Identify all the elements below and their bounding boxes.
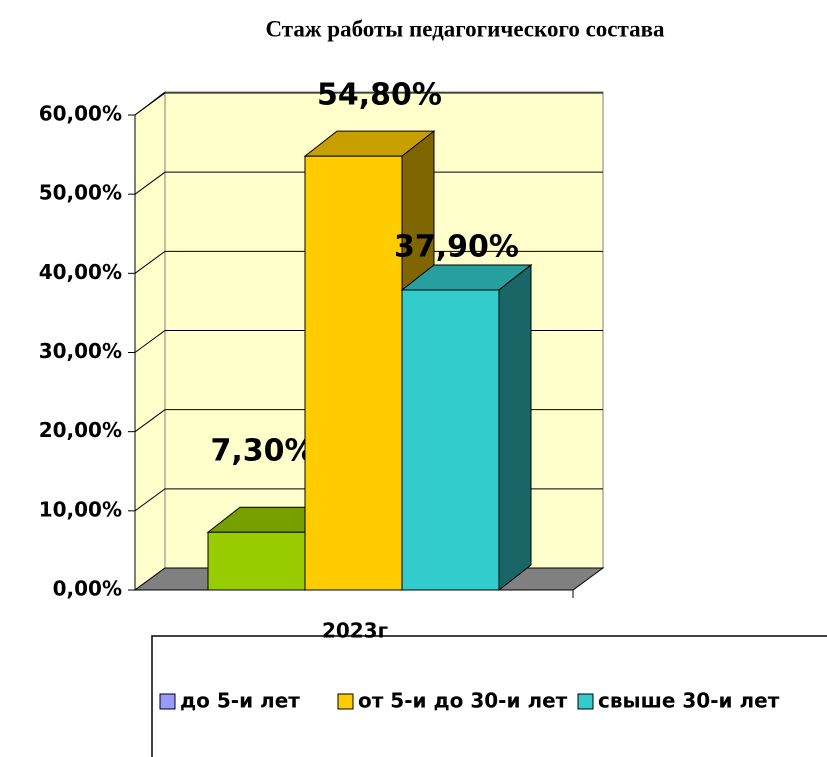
legend-box xyxy=(151,635,827,757)
bar-side xyxy=(498,263,532,592)
grid-line xyxy=(134,171,603,195)
x-tick-label: 2023г xyxy=(322,619,388,643)
bar xyxy=(304,155,403,591)
legend-label: от 5-и до 30-и лет xyxy=(358,689,568,713)
grid-line xyxy=(134,92,603,116)
bar xyxy=(207,531,306,591)
bar xyxy=(401,289,500,591)
y-tick-label: 10,00% xyxy=(39,497,122,521)
grid-line xyxy=(134,250,603,274)
y-tick-label: 20,00% xyxy=(39,418,122,442)
legend-swatch xyxy=(577,693,594,710)
y-tick-label: 60,00% xyxy=(39,102,122,126)
legend-swatch xyxy=(159,693,176,710)
y-tick-label: 50,00% xyxy=(39,181,122,205)
legend-label: до 5-и лет xyxy=(180,689,300,713)
value-label: 37,90% xyxy=(394,229,519,264)
chart-title: Стаж работы педагогического состава xyxy=(265,16,665,41)
y-tick-label: 0,00% xyxy=(53,577,122,601)
legend-label: свыше 30-и лет xyxy=(598,689,780,713)
y-tick-label: 30,00% xyxy=(39,339,122,363)
y-tick-label: 40,00% xyxy=(39,260,122,284)
value-label: 7,30% xyxy=(210,434,314,469)
value-label: 54,80% xyxy=(317,78,442,113)
legend-swatch xyxy=(337,693,354,710)
